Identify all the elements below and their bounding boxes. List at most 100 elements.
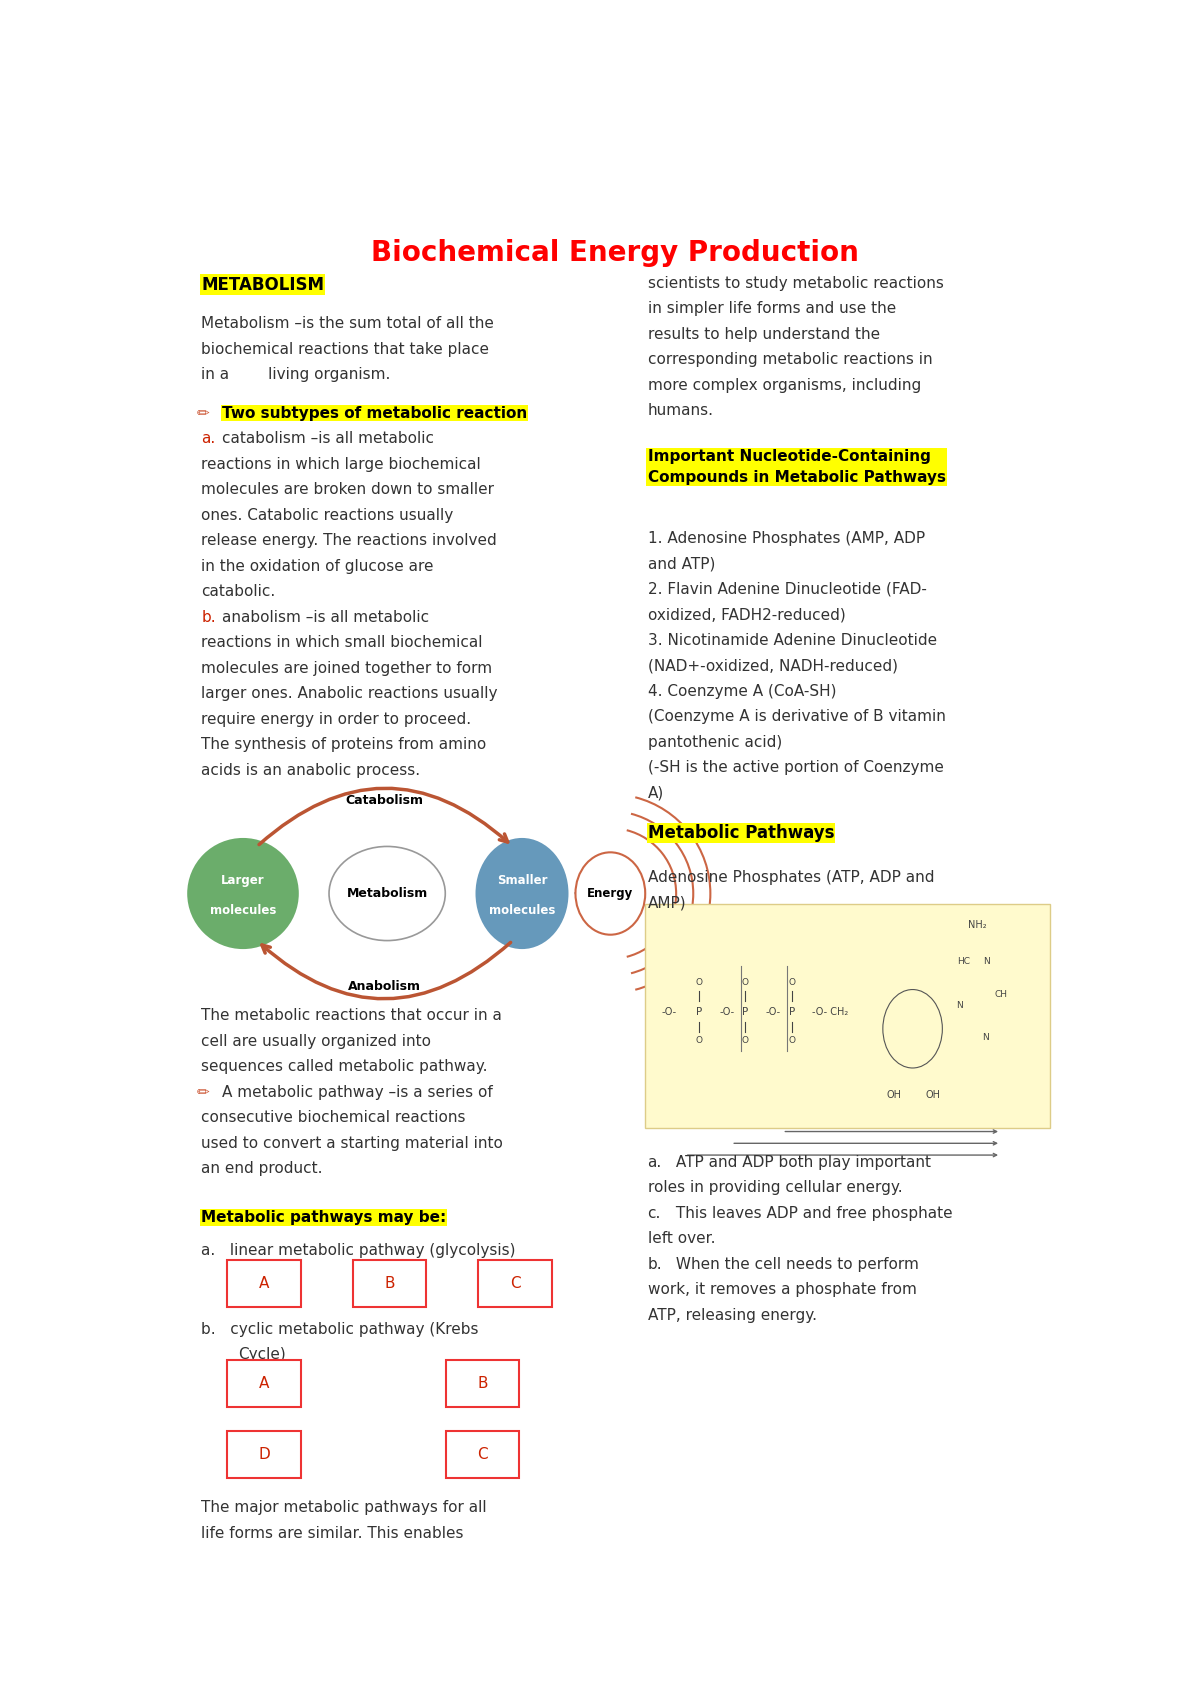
Text: B: B bbox=[478, 1375, 487, 1391]
FancyBboxPatch shape bbox=[227, 1360, 301, 1406]
Text: humans.: humans. bbox=[648, 402, 714, 418]
Text: life forms are similar. This enables: life forms are similar. This enables bbox=[202, 1527, 463, 1540]
Text: P: P bbox=[742, 1007, 749, 1017]
Text: O: O bbox=[695, 978, 702, 987]
Text: pantothenic acid): pantothenic acid) bbox=[648, 735, 782, 749]
Text: b.: b. bbox=[202, 610, 216, 625]
Text: The synthesis of proteins from amino: The synthesis of proteins from amino bbox=[202, 737, 486, 752]
FancyBboxPatch shape bbox=[353, 1260, 426, 1307]
Text: release energy. The reactions involved: release energy. The reactions involved bbox=[202, 533, 497, 548]
Text: O: O bbox=[788, 1036, 796, 1044]
Text: A metabolic pathway –is a series of: A metabolic pathway –is a series of bbox=[222, 1085, 492, 1100]
Text: When the cell needs to perform: When the cell needs to perform bbox=[671, 1257, 919, 1272]
Text: scientists to study metabolic reactions: scientists to study metabolic reactions bbox=[648, 275, 943, 290]
Text: Energy: Energy bbox=[587, 886, 634, 900]
Text: catabolism –is all metabolic: catabolism –is all metabolic bbox=[222, 431, 433, 447]
Text: require energy in order to proceed.: require energy in order to proceed. bbox=[202, 711, 472, 727]
Text: O: O bbox=[695, 1036, 702, 1044]
Text: oxidized, FADH2-reduced): oxidized, FADH2-reduced) bbox=[648, 608, 845, 621]
Text: P: P bbox=[696, 1007, 702, 1017]
Text: O: O bbox=[788, 978, 796, 987]
Text: Metabolic Pathways: Metabolic Pathways bbox=[648, 824, 834, 842]
Ellipse shape bbox=[883, 990, 942, 1068]
Text: and ATP): and ATP) bbox=[648, 557, 715, 571]
Text: b.: b. bbox=[648, 1257, 662, 1272]
Text: O: O bbox=[910, 1024, 916, 1034]
Text: Metabolic pathways may be:: Metabolic pathways may be: bbox=[202, 1209, 446, 1224]
Text: reactions in which large biochemical: reactions in which large biochemical bbox=[202, 457, 481, 472]
Text: -O-: -O- bbox=[766, 1007, 781, 1017]
Text: 4. Coenzyme A (CoA-SH): 4. Coenzyme A (CoA-SH) bbox=[648, 684, 836, 698]
Text: METABOLISM: METABOLISM bbox=[202, 275, 324, 294]
Text: Catabolism: Catabolism bbox=[346, 795, 424, 807]
Ellipse shape bbox=[329, 846, 445, 941]
Text: catabolic.: catabolic. bbox=[202, 584, 276, 599]
Text: a.: a. bbox=[648, 1155, 662, 1170]
Text: (-SH is the active portion of Coenzyme: (-SH is the active portion of Coenzyme bbox=[648, 761, 943, 774]
Text: more complex organisms, including: more complex organisms, including bbox=[648, 377, 920, 392]
Text: a.   linear metabolic pathway (glycolysis): a. linear metabolic pathway (glycolysis) bbox=[202, 1243, 516, 1258]
Text: an end product.: an end product. bbox=[202, 1161, 323, 1177]
Text: A: A bbox=[259, 1375, 269, 1391]
Text: 1. Adenosine Phosphates (AMP, ADP: 1. Adenosine Phosphates (AMP, ADP bbox=[648, 530, 925, 545]
Text: N: N bbox=[982, 1032, 989, 1043]
Text: A): A) bbox=[648, 786, 664, 800]
Text: ATP, releasing energy.: ATP, releasing energy. bbox=[648, 1307, 816, 1323]
Text: N: N bbox=[955, 1000, 962, 1010]
Text: HC: HC bbox=[958, 958, 971, 966]
Text: C: C bbox=[478, 1447, 487, 1462]
Text: Metabolism: Metabolism bbox=[347, 886, 427, 900]
Text: The major metabolic pathways for all: The major metabolic pathways for all bbox=[202, 1501, 487, 1515]
Text: O: O bbox=[742, 1036, 749, 1044]
Text: D: D bbox=[258, 1447, 270, 1462]
Text: roles in providing cellular energy.: roles in providing cellular energy. bbox=[648, 1180, 902, 1195]
Text: used to convert a starting material into: used to convert a starting material into bbox=[202, 1136, 503, 1151]
Text: -O-: -O- bbox=[719, 1007, 734, 1017]
Text: in a        living organism.: in a living organism. bbox=[202, 367, 390, 382]
Text: 3. Nicotinamide Adenine Dinucleotide: 3. Nicotinamide Adenine Dinucleotide bbox=[648, 633, 937, 647]
Text: anabolism –is all metabolic: anabolism –is all metabolic bbox=[222, 610, 428, 625]
Text: b.   cyclic metabolic pathway (Krebs: b. cyclic metabolic pathway (Krebs bbox=[202, 1323, 479, 1336]
Text: sequences called metabolic pathway.: sequences called metabolic pathway. bbox=[202, 1060, 487, 1075]
Text: Anabolism: Anabolism bbox=[348, 980, 421, 993]
Text: OH: OH bbox=[925, 1090, 941, 1100]
Text: ✏: ✏ bbox=[197, 1085, 209, 1100]
Text: N: N bbox=[984, 958, 990, 966]
Text: acids is an anabolic process.: acids is an anabolic process. bbox=[202, 762, 420, 778]
Text: ✏: ✏ bbox=[197, 406, 209, 421]
Ellipse shape bbox=[475, 837, 569, 949]
Text: P: P bbox=[788, 1007, 794, 1017]
Text: Smaller: Smaller bbox=[497, 874, 547, 886]
Text: 2. Flavin Adenine Dinucleotide (FAD-: 2. Flavin Adenine Dinucleotide (FAD- bbox=[648, 582, 926, 596]
Text: Cycle): Cycle) bbox=[239, 1348, 286, 1362]
Text: (Coenzyme A is derivative of B vitamin: (Coenzyme A is derivative of B vitamin bbox=[648, 710, 946, 723]
Text: Biochemical Energy Production: Biochemical Energy Production bbox=[371, 239, 859, 267]
Text: molecules: molecules bbox=[210, 903, 276, 917]
Text: -O- CH₂: -O- CH₂ bbox=[812, 1007, 848, 1017]
FancyBboxPatch shape bbox=[479, 1260, 552, 1307]
Text: consecutive biochemical reactions: consecutive biochemical reactions bbox=[202, 1110, 466, 1126]
Text: ones. Catabolic reactions usually: ones. Catabolic reactions usually bbox=[202, 508, 454, 523]
FancyBboxPatch shape bbox=[445, 1431, 520, 1477]
Text: in the oxidation of glucose are: in the oxidation of glucose are bbox=[202, 559, 433, 574]
Text: corresponding metabolic reactions in: corresponding metabolic reactions in bbox=[648, 351, 932, 367]
Text: O: O bbox=[742, 978, 749, 987]
Text: OH: OH bbox=[887, 1090, 901, 1100]
Text: Adenosine Phosphates (ATP, ADP and: Adenosine Phosphates (ATP, ADP and bbox=[648, 869, 934, 885]
Text: This leaves ADP and free phosphate: This leaves ADP and free phosphate bbox=[671, 1206, 953, 1221]
Text: reactions in which small biochemical: reactions in which small biochemical bbox=[202, 635, 482, 650]
Text: +: + bbox=[572, 885, 587, 903]
Text: in simpler life forms and use the: in simpler life forms and use the bbox=[648, 301, 895, 316]
FancyBboxPatch shape bbox=[227, 1260, 301, 1307]
Text: Metabolism –is the sum total of all the: Metabolism –is the sum total of all the bbox=[202, 316, 494, 331]
Text: left over.: left over. bbox=[648, 1231, 715, 1246]
Text: results to help understand the: results to help understand the bbox=[648, 326, 880, 341]
Text: molecules are broken down to smaller: molecules are broken down to smaller bbox=[202, 482, 494, 498]
Text: The metabolic reactions that occur in a: The metabolic reactions that occur in a bbox=[202, 1009, 502, 1024]
Text: B: B bbox=[384, 1277, 395, 1290]
Text: cell are usually organized into: cell are usually organized into bbox=[202, 1034, 431, 1049]
Text: work, it removes a phosphate from: work, it removes a phosphate from bbox=[648, 1282, 917, 1297]
Text: -O-: -O- bbox=[661, 1007, 677, 1017]
FancyBboxPatch shape bbox=[644, 903, 1050, 1127]
Text: Larger: Larger bbox=[221, 874, 265, 886]
